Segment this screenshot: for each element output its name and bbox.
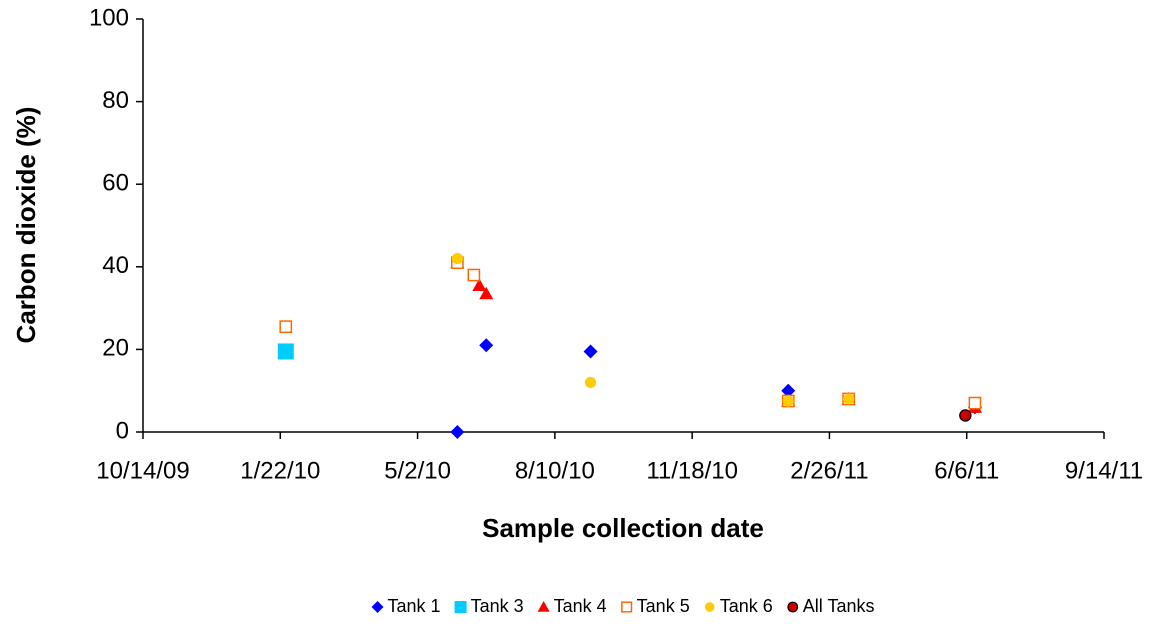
y-tick-label: 20 bbox=[102, 335, 129, 362]
legend-label: All Tanks bbox=[803, 596, 875, 616]
point bbox=[959, 409, 972, 422]
x-tick-label: 11/18/10 bbox=[646, 457, 738, 484]
series bbox=[450, 338, 982, 439]
point bbox=[467, 268, 481, 282]
x-tick-label: 10/14/09 bbox=[96, 457, 189, 484]
series bbox=[279, 256, 982, 410]
point bbox=[279, 320, 293, 334]
legend-label: Tank 6 bbox=[720, 596, 773, 616]
y-tick-label: 100 bbox=[89, 4, 129, 31]
legend-label: Tank 3 bbox=[471, 596, 524, 616]
y-tick-label: 60 bbox=[102, 170, 129, 197]
y-tick-label: 40 bbox=[102, 252, 129, 279]
series bbox=[277, 343, 294, 360]
y-tick-label: 80 bbox=[102, 87, 129, 114]
legend-label: Tank 1 bbox=[388, 596, 441, 616]
series bbox=[451, 252, 855, 407]
point bbox=[584, 376, 597, 389]
point bbox=[583, 344, 598, 359]
x-tick-label: 2/26/11 bbox=[790, 457, 868, 484]
point bbox=[472, 278, 487, 291]
point bbox=[781, 383, 796, 398]
x-tick-label: 1/22/10 bbox=[240, 457, 320, 484]
x-tick-label: 8/10/10 bbox=[515, 457, 595, 484]
point bbox=[450, 425, 465, 439]
x-tick-label: 6/6/11 bbox=[934, 457, 999, 484]
series bbox=[450, 255, 982, 413]
point bbox=[451, 252, 463, 265]
legend-label: Tank 4 bbox=[554, 596, 607, 616]
point bbox=[479, 286, 494, 300]
legend-marker bbox=[454, 601, 467, 613]
series bbox=[959, 409, 972, 422]
point bbox=[479, 338, 494, 353]
legend-marker bbox=[621, 601, 633, 613]
x-tick-label: 5/2/10 bbox=[384, 457, 451, 484]
legend-marker bbox=[537, 601, 550, 612]
legend-marker bbox=[704, 602, 715, 612]
y-tick-label: 0 bbox=[116, 417, 129, 444]
legend-label: Tank 5 bbox=[637, 596, 690, 616]
legend: Tank 1 Tank 3 Tank 4 Tank 5 Tank 6 All Tanks bbox=[371, 596, 875, 616]
legend-marker bbox=[787, 601, 799, 613]
legend-marker bbox=[371, 601, 384, 613]
point bbox=[843, 393, 855, 405]
point bbox=[968, 396, 982, 410]
point bbox=[277, 343, 294, 360]
x-tick-label: 9/14/11 bbox=[1065, 457, 1143, 484]
point bbox=[782, 395, 794, 407]
y-axis-title: Carbon dioxide (%) bbox=[11, 107, 41, 344]
x-axis-title: Sample collection date bbox=[482, 513, 764, 543]
